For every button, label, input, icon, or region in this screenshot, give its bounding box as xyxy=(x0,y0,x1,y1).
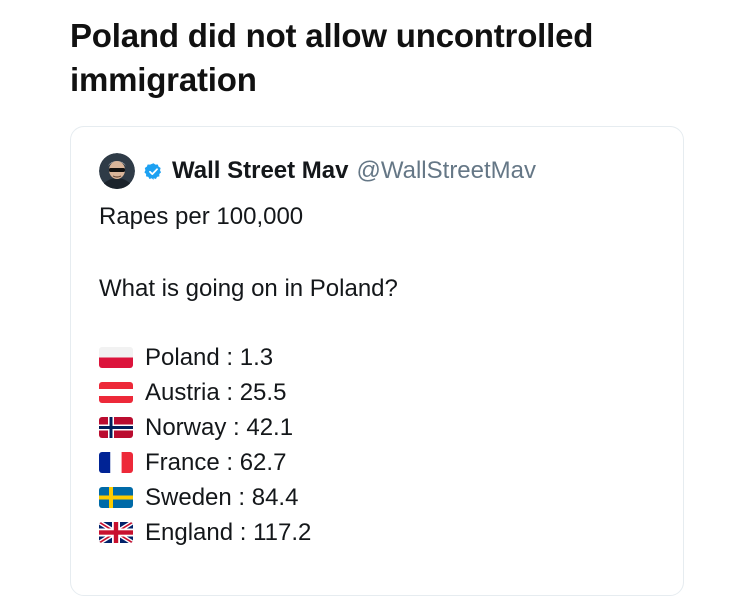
tweet-text-line: What is going on in Poland? xyxy=(99,275,398,302)
tweet-header: Wall Street Mav @WallStreetMav xyxy=(99,153,536,189)
england-flag-icon xyxy=(99,522,133,543)
display-name[interactable]: Wall Street Mav xyxy=(172,157,349,184)
france-flag-icon xyxy=(99,452,133,473)
sweden-flag-icon xyxy=(99,487,133,508)
list-item: Poland : 1.3 xyxy=(99,340,311,375)
norway-flag-icon xyxy=(99,417,133,438)
verified-badge-icon xyxy=(144,162,162,180)
country-stats-list: Poland : 1.3 Austria : 25.5 Norway : 42.… xyxy=(99,340,311,550)
poland-flag-icon xyxy=(99,347,133,368)
austria-flag-icon xyxy=(99,382,133,403)
stat-label: France : 62.7 xyxy=(145,448,287,476)
user-handle[interactable]: @WallStreetMav xyxy=(356,157,537,184)
page-title: Poland did not allow uncontrolled immigr… xyxy=(70,17,594,98)
stat-label: Austria : 25.5 xyxy=(145,378,287,406)
tweet-text-line: Rapes per 100,000 xyxy=(99,203,304,230)
stat-label: Poland : 1.3 xyxy=(145,343,274,371)
stat-label: Sweden : 84.4 xyxy=(145,483,299,511)
stat-label: Norway : 42.1 xyxy=(145,413,294,441)
avatar-icon[interactable] xyxy=(99,153,135,189)
list-item: Norway : 42.1 xyxy=(99,410,311,445)
list-item: France : 62.7 xyxy=(99,445,311,480)
embedded-tweet-card[interactable]: Wall Street Mav @WallStreetMav Rapes per… xyxy=(70,126,684,596)
list-item: Sweden : 84.4 xyxy=(99,480,311,515)
list-item: Austria : 25.5 xyxy=(99,375,311,410)
list-item: England : 117.2 xyxy=(99,515,311,550)
stat-label: England : 117.2 xyxy=(145,518,312,546)
